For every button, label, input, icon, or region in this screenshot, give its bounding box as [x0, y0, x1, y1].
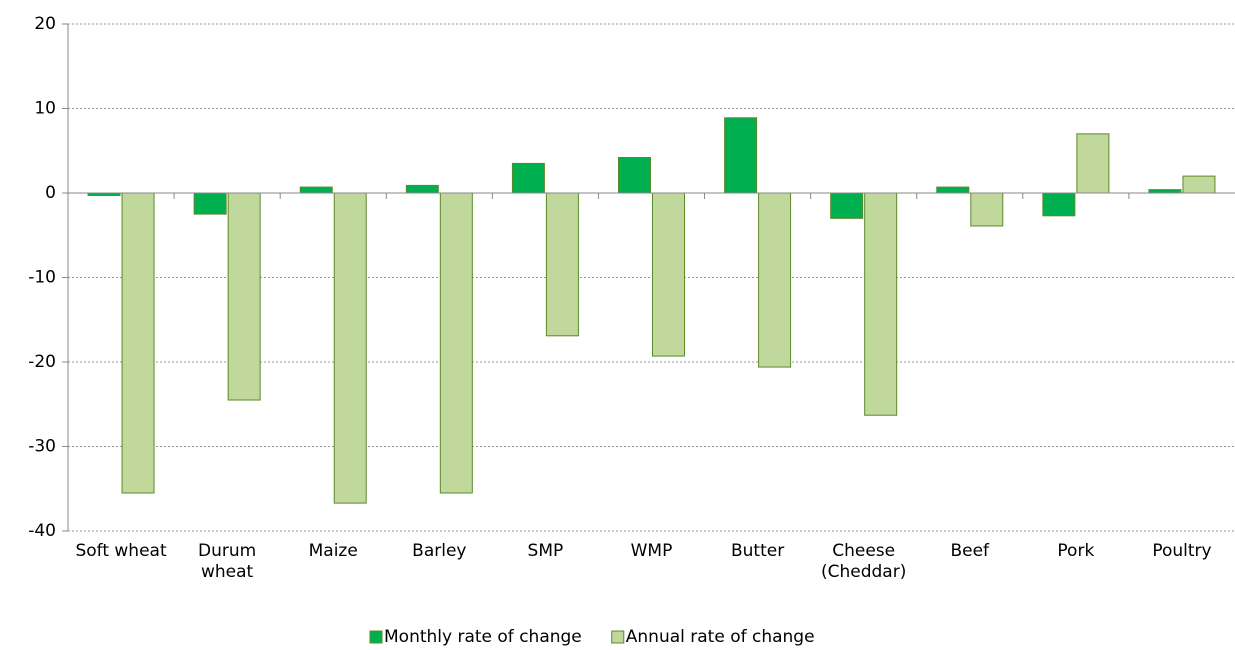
x-tick-label: Soft wheat: [75, 541, 167, 561]
bar: [864, 192, 898, 416]
x-tick-label: Durum wheat: [198, 541, 257, 582]
y-tick-label: -20: [28, 352, 56, 372]
y-tick-label: 0: [45, 183, 56, 203]
bar: [652, 192, 685, 357]
bar: [724, 117, 758, 194]
x-tick-label: Cheese (Cheddar): [820, 541, 907, 582]
bar: [439, 192, 473, 494]
bar: [830, 192, 864, 219]
bar: [511, 162, 545, 194]
bar: [1042, 192, 1076, 217]
x-tick-label: Poultry: [1152, 541, 1212, 561]
bar: [333, 192, 367, 504]
x-tick-label: WMP: [630, 541, 673, 561]
y-tick-label: 20: [34, 14, 56, 34]
y-tick-label: 10: [34, 99, 56, 119]
x-tick-label: SMP: [527, 541, 564, 561]
x-tick-label: Maize: [308, 541, 358, 561]
x-tick-label: Butter: [730, 541, 785, 561]
bar: [227, 192, 261, 401]
bar: [936, 186, 970, 194]
bar: [1148, 189, 1182, 194]
bar: [1076, 133, 1110, 194]
x-tick-label: Pork: [1057, 541, 1095, 561]
bar: [193, 192, 227, 215]
legend-label: Monthly rate of change: [384, 627, 582, 647]
bar: [758, 192, 792, 368]
bar: [405, 184, 439, 194]
legend-swatch: [369, 630, 383, 644]
bar: [970, 192, 1004, 227]
y-tick-label: -30: [28, 437, 56, 457]
x-tick-label: Barley: [412, 541, 467, 561]
bar: [618, 157, 651, 194]
y-tick-label: -40: [28, 521, 56, 541]
legend-label: Annual rate of change: [626, 627, 815, 647]
bar: [545, 192, 579, 337]
bar: [121, 192, 155, 494]
y-tick-label: -10: [28, 268, 56, 288]
legend-swatch: [611, 630, 625, 644]
bar: [299, 186, 333, 194]
x-tick-label: Beef: [950, 541, 990, 561]
bar: [1182, 175, 1216, 194]
